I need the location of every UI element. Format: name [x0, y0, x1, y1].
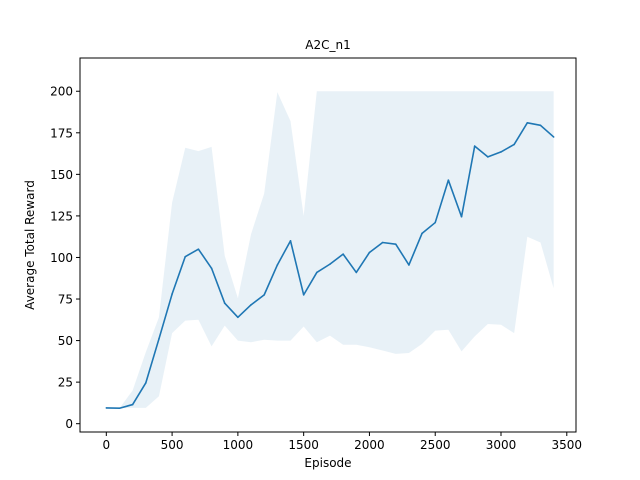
x-tick-label: 3500 [552, 438, 583, 452]
data-point [434, 221, 437, 224]
x-axis-ticks: 0 500 1000 1500 2000 2500 3000 3500 [102, 432, 582, 452]
x-tick-label: 3000 [486, 438, 517, 452]
x-axis-label: Episode [304, 456, 351, 470]
y-tick-label: 25 [58, 376, 73, 390]
data-point [144, 382, 147, 384]
x-tick-label: 1500 [288, 438, 319, 452]
axes-frame [79, 57, 577, 433]
data-point [342, 253, 344, 255]
data-point [394, 243, 397, 245]
data-point [447, 179, 450, 181]
data-point [329, 263, 331, 265]
y-axis-label: Average Total Reward [23, 180, 37, 310]
data-point [197, 248, 200, 250]
data-point [184, 255, 187, 258]
data-point [223, 302, 226, 304]
data-point [210, 267, 213, 270]
data-point [250, 304, 252, 306]
x-tick-label: 1000 [223, 438, 254, 452]
chart-title: A2C_n1 [305, 38, 350, 52]
data-point [487, 156, 489, 158]
data-point [500, 151, 502, 153]
y-tick-label: 175 [50, 126, 73, 140]
data-point [289, 240, 292, 242]
data-point [158, 338, 160, 340]
data-point [237, 316, 239, 319]
data-point [316, 271, 318, 274]
data-point [381, 241, 384, 244]
y-tick-label: 150 [50, 168, 73, 182]
y-axis-ticks: 0 25 50 75 100 125 150 175 200 [50, 85, 80, 431]
y-tick-label: 75 [58, 293, 73, 307]
x-tick-label: 2500 [420, 438, 451, 452]
x-tick-label: 2000 [354, 438, 385, 452]
data-point [552, 136, 555, 138]
x-tick-label: 500 [161, 438, 184, 452]
data-point [368, 251, 371, 254]
data-point [539, 124, 542, 127]
data-point [118, 407, 121, 410]
data-point [105, 407, 108, 409]
std-band-layer [106, 91, 554, 409]
y-tick-label: 125 [50, 209, 73, 223]
data-point [421, 232, 423, 235]
data-point [526, 122, 529, 124]
data-point [302, 294, 305, 296]
data-point [473, 145, 476, 147]
data-point [276, 264, 279, 266]
x-tick-label: 0 [102, 438, 110, 452]
data-point [263, 294, 265, 296]
std-band [106, 91, 554, 409]
y-tick-label: 200 [50, 85, 73, 99]
y-tick-label: 0 [65, 417, 73, 431]
data-point [408, 264, 410, 266]
data-point [131, 403, 134, 406]
data-point [460, 215, 463, 218]
data-point [171, 293, 173, 295]
series-line-layer [105, 122, 555, 410]
data-point [355, 271, 358, 274]
data-point [513, 143, 515, 146]
y-tick-label: 50 [58, 334, 73, 348]
y-tick-label: 100 [50, 251, 73, 265]
